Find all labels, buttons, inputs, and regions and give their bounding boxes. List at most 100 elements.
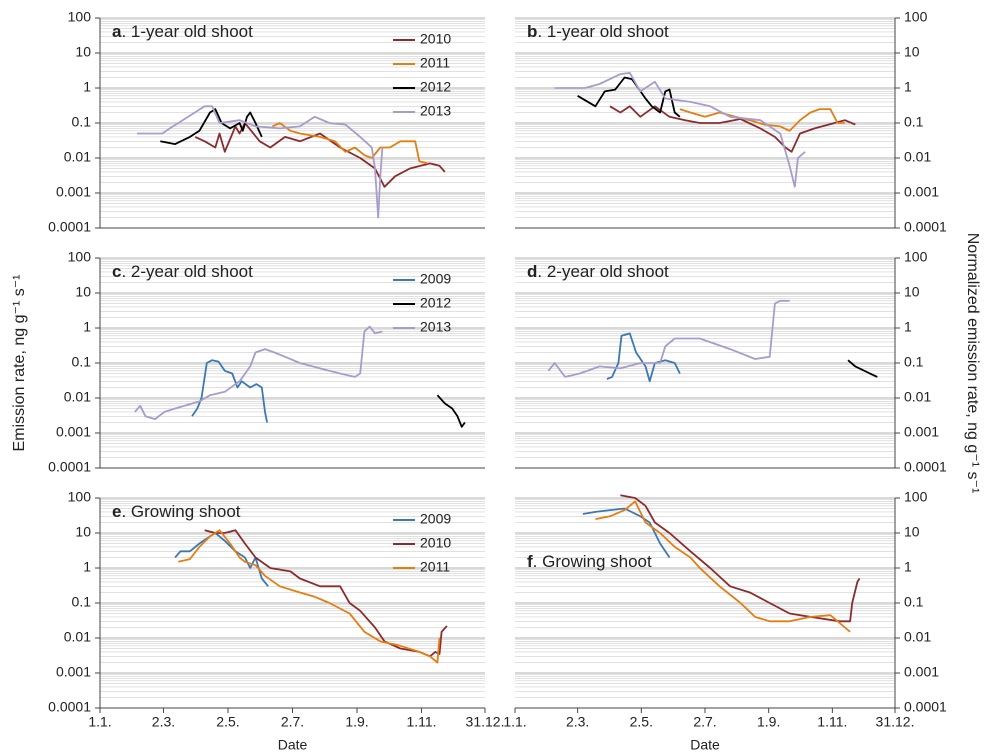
y-tick-label: 100 <box>68 249 92 265</box>
y-tick-label: 0.001 <box>904 664 939 680</box>
y-tick-label: 100 <box>68 489 92 505</box>
y-tick-label: 0.01 <box>904 629 931 645</box>
x-tick-label: 1.11. <box>406 714 436 730</box>
y-tick-label: 0.0001 <box>904 219 947 235</box>
series-line <box>847 359 878 378</box>
legend-label: 2009 <box>420 511 451 527</box>
y-tick-label: 1 <box>904 319 912 335</box>
y-tick-label: 0.1 <box>904 114 924 130</box>
x-tick-label: 1.11. <box>817 714 847 730</box>
y-tick-label: 0.1 <box>904 594 924 610</box>
y-tick-label: 0.01 <box>64 389 91 405</box>
panel: 0.0001 0.001 0.01 0.1 1 10 100 Emission rate, n… <box>11 249 485 475</box>
x-tick-label: 1.9. <box>345 714 368 730</box>
panel-title: f. Growing shoot <box>527 552 652 571</box>
panel-letter: c <box>112 262 121 281</box>
x-tick-label: 31.12. <box>876 714 915 730</box>
legend-label: 2010 <box>420 31 451 47</box>
series-line <box>160 108 263 145</box>
panel: 0.0001 0.001 0.01 0.1 1 10 100 1.1. 2.3. 2.5. 2.7.… <box>503 489 947 753</box>
panel: 0.0001 0.001 0.01 0.1 1 10 100 2010 2011 2012 2013… <box>48 9 485 235</box>
panel: 0.0001 0.001 0.01 0.1 1 10 100 Normalized emiss… <box>515 233 981 494</box>
y-tick-label: 100 <box>904 9 928 25</box>
legend-label: 2010 <box>420 535 451 551</box>
y-tick-label: 1 <box>83 559 91 575</box>
series-line <box>204 529 448 658</box>
panel-title: b. 1-year old shoot <box>527 22 669 41</box>
y-tick-label: 0.01 <box>904 389 931 405</box>
y-tick-label: 0.0001 <box>904 699 947 715</box>
series-line <box>547 299 790 378</box>
y-axis-label: Emission rate, ng g⁻¹ s⁻¹ <box>11 275 28 452</box>
x-tick-label: 2.3. <box>152 714 175 730</box>
panel-letter: d <box>527 262 537 281</box>
series-line <box>436 394 466 428</box>
panel-title-text: . 1-year old shoot <box>121 22 253 41</box>
legend-label: 2011 <box>420 55 450 71</box>
series-line <box>679 108 845 132</box>
series-line <box>582 507 671 559</box>
legend-label: 2013 <box>420 319 451 335</box>
series-line <box>178 529 441 664</box>
series-line <box>554 72 806 188</box>
panel-title-text: . 2-year old shoot <box>537 262 669 281</box>
y-tick-label: 0.001 <box>56 664 91 680</box>
y-tick-label: 10 <box>904 284 920 300</box>
y-tick-label: 100 <box>904 489 928 505</box>
panel-title: c. 2-year old shoot <box>112 262 253 281</box>
panel-title: d. 2-year old shoot <box>527 262 669 281</box>
x-tick-label: 2.3. <box>566 714 589 730</box>
y-tick-label: 1 <box>904 559 912 575</box>
series-line <box>620 494 861 623</box>
series-line <box>272 122 429 165</box>
panel-title: a. 1-year old shoot <box>112 22 253 41</box>
x-tick-label: 1.9. <box>757 714 780 730</box>
y-tick-label: 0.01 <box>64 629 91 645</box>
series-line <box>137 105 384 219</box>
x-tick-label: 2.5. <box>216 714 239 730</box>
legend-label: 2012 <box>420 79 451 95</box>
y-tick-label: 0.01 <box>64 149 91 165</box>
x-axis-label: Date <box>278 737 308 753</box>
series-line <box>194 122 446 188</box>
y-tick-label: 0.1 <box>904 354 924 370</box>
series-line <box>595 500 851 633</box>
y-tick-label: 0.0001 <box>48 699 91 715</box>
y-tick-label: 0.0001 <box>48 219 91 235</box>
x-tick-label: 2.5. <box>630 714 653 730</box>
y-tick-label: 0.01 <box>904 149 931 165</box>
series-line <box>577 76 681 118</box>
x-tick-label: 2.7. <box>281 714 304 730</box>
panel-title-text: . 1-year old shoot <box>537 22 669 41</box>
panel: 0.0001 0.001 0.01 0.1 1 10 100 b. 1-year old sh… <box>515 9 947 235</box>
panel-letter: e <box>112 502 121 521</box>
y-tick-label: 0.1 <box>72 594 92 610</box>
legend-label: 2013 <box>420 103 451 119</box>
y-tick-label: 0.001 <box>904 184 939 200</box>
x-tick-label: 2.7. <box>693 714 716 730</box>
panel-letter: b <box>527 22 537 41</box>
series-line <box>134 325 383 420</box>
series-line <box>609 105 856 153</box>
y-tick-label: 0.0001 <box>48 459 91 475</box>
y-tick-label: 10 <box>904 524 920 540</box>
y-axis-label: Normalized emission rate, ng g⁻¹ s⁻¹ <box>964 233 981 494</box>
y-tick-label: 0.1 <box>72 114 92 130</box>
y-tick-label: 10 <box>75 44 91 60</box>
y-tick-label: 0.0001 <box>904 459 947 475</box>
panel-title-text: . Growing shoot <box>121 502 240 521</box>
y-tick-label: 0.001 <box>56 184 91 200</box>
y-tick-label: 100 <box>68 9 92 25</box>
x-tick-label: 1.1. <box>503 714 526 730</box>
x-tick-label: 1.1. <box>88 714 111 730</box>
legend-label: 2011 <box>420 559 450 575</box>
y-tick-label: 10 <box>904 44 920 60</box>
panel: 0.0001 0.001 0.01 0.1 1 10 100 1.1. 2.3. 2.5. 2.7.… <box>48 489 504 753</box>
legend-label: 2009 <box>420 271 451 287</box>
series-line <box>606 332 681 383</box>
y-tick-label: 1 <box>83 319 91 335</box>
y-tick-label: 0.001 <box>904 424 939 440</box>
y-tick-label: 0.1 <box>72 354 92 370</box>
x-axis-label: Date <box>690 737 720 753</box>
